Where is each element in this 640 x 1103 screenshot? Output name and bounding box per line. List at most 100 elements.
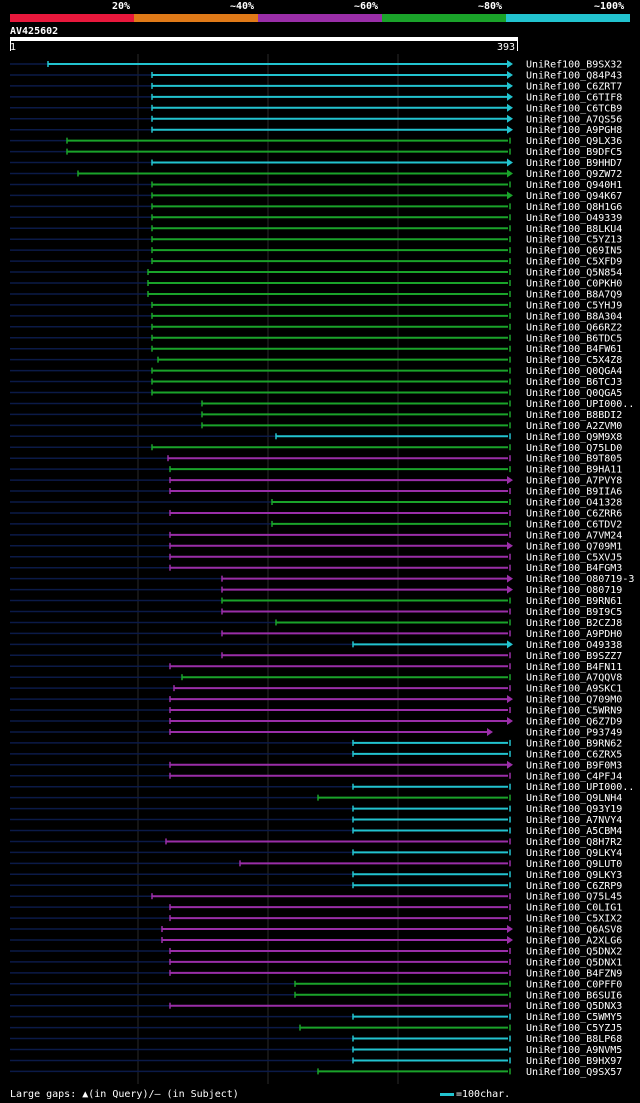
hit-arrow — [507, 158, 513, 167]
hit-label: UniRef100_A7VM24 — [526, 530, 622, 541]
legend-swatch-60 — [258, 14, 382, 22]
hit-arrow — [507, 717, 513, 725]
hit-label: UniRef100_C6ZRR6 — [526, 508, 622, 519]
hit-arrow — [507, 60, 513, 68]
hit-label: UniRef100_C5XFD9 — [526, 257, 622, 268]
hit-label: UniRef100_A9SKC1 — [526, 684, 622, 695]
hit-label: UniRef100_Q6ASV8 — [526, 925, 622, 936]
identity-color-legend — [10, 14, 630, 22]
hit-label: UniRef100_C4PFJ4 — [526, 771, 622, 782]
hit-label: UniRef100_Q8H1G6 — [526, 202, 622, 213]
hit-label: UniRef100_Q5DNX1 — [526, 957, 622, 968]
identity-legend-labels: 20% ~40% ~60% ~80% ~100% — [10, 0, 630, 14]
hit-arrow — [507, 103, 513, 112]
hit-label: UniRef100_Q9SX57 — [526, 1067, 622, 1078]
legend-label-40: ~40% — [230, 1, 255, 12]
hit-label: UniRef100_A2XLG6 — [526, 936, 622, 947]
hit-label: UniRef100_A9PDH0 — [526, 629, 622, 640]
legend-label-60: ~60% — [354, 1, 379, 12]
hit-label: UniRef100_Q75LD0 — [526, 443, 622, 454]
hit-label: UniRef100_Q66RZ2 — [526, 322, 622, 333]
hit-label: UniRef100_A9NVM5 — [526, 1045, 622, 1056]
hit-label: UniRef100_B6SUI6 — [526, 990, 622, 1001]
hit-arrow — [507, 541, 513, 550]
legend-swatch-40 — [134, 14, 258, 22]
query-id: AV425602 — [10, 26, 59, 37]
hit-label: UniRef100_A5CBM4 — [526, 826, 622, 837]
hit-label: UniRef100_B6TCJ3 — [526, 377, 622, 388]
hit-label: UniRef100_B9RN62 — [526, 738, 622, 749]
hit-label: UniRef100_Q5DNX3 — [526, 1001, 622, 1012]
scale-swatch — [440, 1092, 454, 1096]
hit-label: UniRef100_Q5N854 — [526, 268, 622, 279]
hit-label: UniRef100_O80719 — [526, 585, 622, 596]
hit-label: UniRef100_C5XVJ5 — [526, 552, 622, 563]
hit-label: UniRef100_C5X4Z8 — [526, 355, 622, 366]
hit-label: UniRef100_UPI000.. — [526, 782, 634, 793]
hit-label: UniRef100_Q9LKY3 — [526, 870, 622, 881]
hit-label: UniRef100_P93749 — [526, 727, 622, 738]
scale-legend-text: =100char. — [456, 1089, 511, 1100]
hit-label: UniRef100_B9DFC5 — [526, 147, 622, 158]
hit-label: UniRef100_B4FZN9 — [526, 968, 622, 979]
hit-arrow — [507, 760, 513, 769]
legend-swatch-100 — [506, 14, 630, 22]
hit-label: UniRef100_B2CZJ8 — [526, 618, 622, 629]
hit-label: UniRef100_B9IIA6 — [526, 487, 622, 498]
hit-label: UniRef100_C6ZRP9 — [526, 881, 622, 892]
hit-arrow — [507, 169, 513, 178]
hit-arrow — [507, 585, 513, 594]
hit-arrow — [487, 727, 493, 736]
hit-label: UniRef100_A7NVY4 — [526, 815, 622, 826]
gaps-legend: Large gaps: ▲(in Query)/– (in Subject) — [10, 1089, 239, 1100]
hit-label: UniRef100_Q0QGA4 — [526, 366, 622, 377]
hit-label: UniRef100_O49339 — [526, 213, 622, 224]
hit-alignment-panel: UniRef100_B9SX32UniRef100_Q84P43UniRef10… — [10, 54, 634, 1084]
hit-label: UniRef100_O49338 — [526, 640, 622, 651]
hit-arrow — [507, 574, 513, 583]
legend-label-20: 20% — [112, 1, 131, 12]
hit-arrow — [507, 81, 513, 90]
hit-label: UniRef100_Q93Y19 — [526, 804, 622, 815]
hit-label: UniRef100_A7QS56 — [526, 114, 622, 125]
hit-label: UniRef100_B9I9C5 — [526, 607, 622, 618]
scale-end-label: 393 — [497, 42, 516, 53]
scale-start-label: 1 — [10, 42, 17, 53]
hit-label: UniRef100_Q84P43 — [526, 70, 622, 81]
hit-label: UniRef100_C5XIX2 — [526, 914, 622, 925]
hit-label: UniRef100_B9HA11 — [526, 465, 622, 476]
hit-label: UniRef100_B9SZZ7 — [526, 651, 622, 662]
hit-label: UniRef100_Q9LKY4 — [526, 848, 622, 859]
hit-label: UniRef100_C6TCB9 — [526, 103, 622, 114]
hit-label: UniRef100_B9HX97 — [526, 1056, 622, 1067]
hit-arrow — [507, 640, 513, 649]
hit-label: UniRef100_B8A7Q9 — [526, 289, 622, 300]
hit-label: UniRef100_Q75L45 — [526, 892, 622, 903]
hit-label: UniRef100_B6TDC5 — [526, 333, 622, 344]
hit-label: UniRef100_C0PKH0 — [526, 279, 622, 290]
hit-label: UniRef100_C6ZRT7 — [526, 81, 622, 92]
hit-label: UniRef100_B9RN61 — [526, 596, 622, 607]
hit-label: UniRef100_C5WMY5 — [526, 1012, 622, 1023]
hit-label: UniRef100_O80719-3 — [526, 574, 634, 585]
hit-arrow — [507, 70, 513, 79]
hit-label: UniRef100_B9SX32 — [526, 60, 622, 71]
hit-arrow — [507, 476, 513, 485]
hit-label: UniRef100_C6TIF8 — [526, 92, 622, 103]
hit-label: UniRef100_UPI000.. — [526, 399, 634, 410]
hit-label: UniRef100_Q9LUT0 — [526, 859, 622, 870]
query-bar — [10, 37, 518, 41]
legend-label-100: ~100% — [594, 1, 625, 12]
hit-label: UniRef100_B4FW61 — [526, 344, 622, 355]
scale-tick-start — [10, 41, 11, 51]
hit-label: UniRef100_C5YHJ9 — [526, 300, 622, 311]
hit-label: UniRef100_Q8H7R2 — [526, 837, 622, 848]
hit-label: UniRef100_B8BDI2 — [526, 410, 622, 421]
hit-label: UniRef100_A7QQV8 — [526, 673, 622, 684]
hit-label: UniRef100_A7PVY8 — [526, 476, 622, 487]
hit-label: UniRef100_Q709M1 — [526, 541, 622, 552]
hit-label: UniRef100_C5YZ13 — [526, 235, 622, 246]
hit-arrow — [507, 92, 513, 101]
hit-label: UniRef100_Q940H1 — [526, 180, 622, 191]
scale-legend: =100char. — [440, 1089, 510, 1100]
